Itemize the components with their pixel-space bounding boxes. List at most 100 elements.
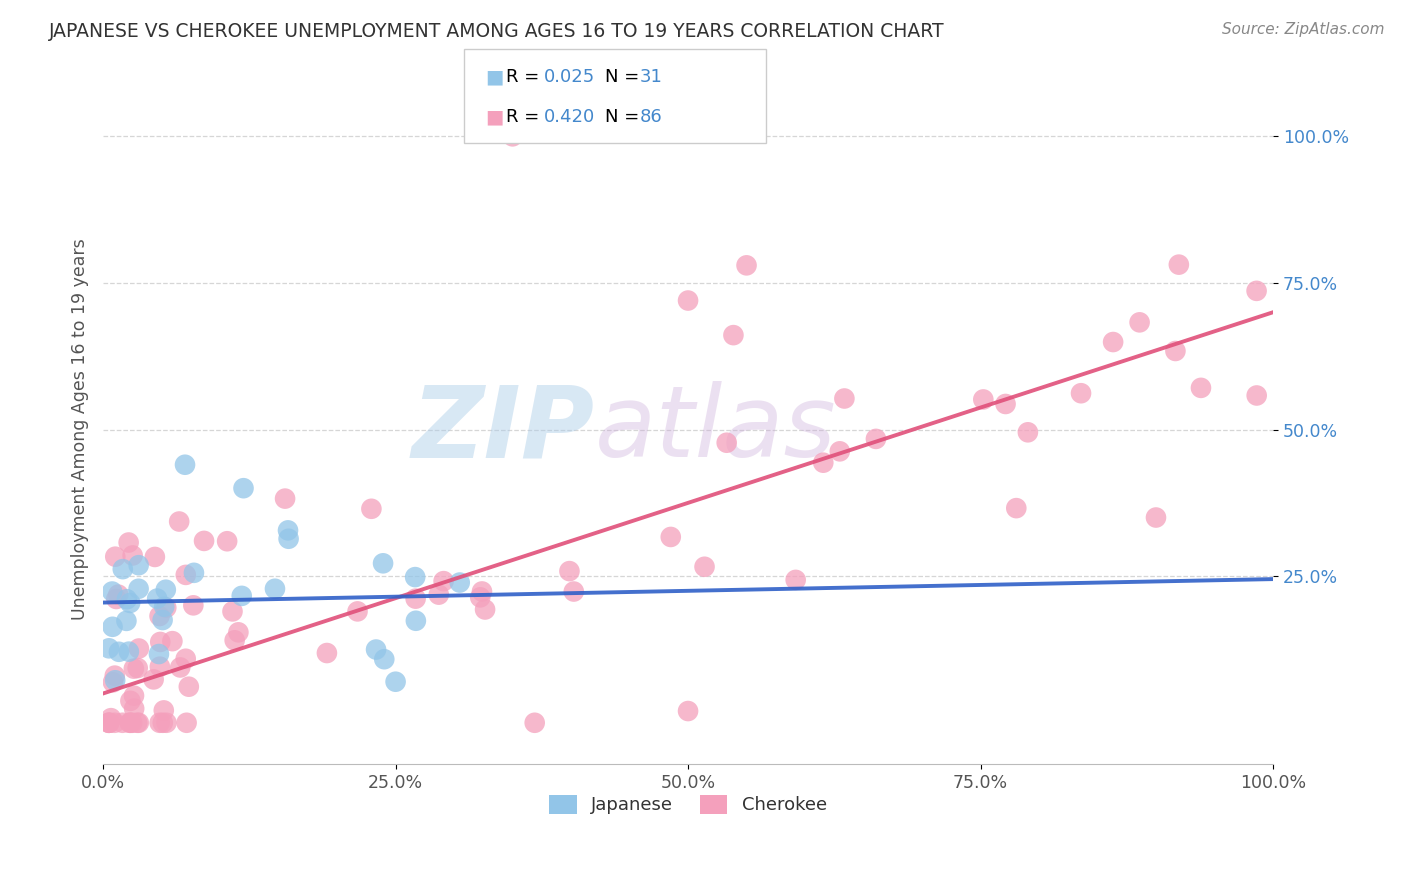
Point	[1164, 343, 1187, 358]
Point	[813, 456, 835, 470]
Point	[174, 567, 197, 582]
Point	[1017, 425, 1039, 440]
Point	[146, 591, 169, 606]
Point	[405, 591, 427, 606]
Point	[217, 534, 239, 549]
Point	[176, 715, 198, 730]
Point	[384, 674, 406, 689]
Point	[148, 609, 170, 624]
Point	[100, 711, 122, 725]
Point	[107, 588, 129, 602]
Point	[117, 535, 139, 549]
Point	[174, 652, 197, 666]
Point	[142, 673, 165, 687]
Point	[373, 652, 395, 666]
Text: JAPANESE VS CHEROKEE UNEMPLOYMENT AMONG AGES 16 TO 19 YEARS CORRELATION CHART: JAPANESE VS CHEROKEE UNEMPLOYMENT AMONG …	[49, 22, 945, 41]
Point	[128, 641, 150, 656]
Point	[232, 481, 254, 495]
Point	[785, 573, 807, 587]
Point	[155, 600, 177, 615]
Point	[1129, 315, 1152, 329]
Point	[523, 715, 546, 730]
Point	[360, 501, 382, 516]
Point	[470, 591, 492, 605]
Point	[98, 715, 121, 730]
Point	[122, 701, 145, 715]
Y-axis label: Unemployment Among Ages 16 to 19 years: Unemployment Among Ages 16 to 19 years	[72, 239, 89, 621]
Point	[108, 645, 131, 659]
Point	[231, 589, 253, 603]
Point	[149, 635, 172, 649]
Point	[316, 646, 339, 660]
Point	[122, 662, 145, 676]
Point	[502, 129, 524, 144]
Point	[120, 596, 142, 610]
Point	[558, 564, 581, 578]
Point	[128, 715, 150, 730]
Point	[221, 604, 243, 618]
Point	[346, 604, 368, 618]
Point	[155, 715, 177, 730]
Point	[104, 673, 127, 688]
Point	[562, 584, 585, 599]
Point	[972, 392, 994, 407]
Text: R =: R =	[506, 108, 546, 126]
Point	[143, 549, 166, 564]
Point	[111, 715, 134, 730]
Text: ZIP: ZIP	[412, 381, 595, 478]
Text: ■: ■	[485, 68, 503, 87]
Text: 31: 31	[640, 69, 662, 87]
Point	[183, 599, 205, 613]
Point	[471, 584, 494, 599]
Point	[274, 491, 297, 506]
Point	[148, 647, 170, 661]
Text: atlas: atlas	[595, 381, 837, 478]
Point	[122, 689, 145, 703]
Point	[104, 715, 127, 730]
Point	[693, 559, 716, 574]
Point	[264, 582, 287, 596]
Point	[101, 675, 124, 690]
Point	[277, 532, 299, 546]
Text: 0.420: 0.420	[544, 108, 595, 126]
Point	[121, 715, 143, 730]
Point	[98, 715, 121, 730]
Point	[405, 614, 427, 628]
Point	[174, 458, 197, 472]
Point	[152, 703, 174, 717]
Point	[162, 634, 184, 648]
Point	[98, 715, 121, 730]
Point	[224, 633, 246, 648]
Point	[834, 392, 856, 406]
Point	[1144, 510, 1167, 524]
Point	[115, 614, 138, 628]
Point	[427, 588, 450, 602]
Point	[101, 584, 124, 599]
Text: Source: ZipAtlas.com: Source: ZipAtlas.com	[1222, 22, 1385, 37]
Point	[153, 599, 176, 614]
Point	[105, 592, 128, 607]
Point	[155, 582, 177, 597]
Point	[149, 659, 172, 673]
Text: 86: 86	[640, 108, 662, 126]
Point	[1005, 501, 1028, 516]
Point	[1070, 386, 1092, 401]
Point	[121, 549, 143, 563]
Text: N =: N =	[605, 108, 644, 126]
Point	[371, 557, 394, 571]
Point	[676, 704, 699, 718]
Point	[183, 566, 205, 580]
Point	[152, 613, 174, 627]
Point	[676, 293, 699, 308]
Legend: Japanese, Cherokee: Japanese, Cherokee	[543, 788, 834, 822]
Point	[98, 641, 121, 656]
Point	[128, 582, 150, 596]
Text: R =: R =	[506, 69, 546, 87]
Point	[1246, 284, 1268, 298]
Point	[167, 515, 190, 529]
Text: ■: ■	[485, 108, 503, 127]
Point	[228, 625, 250, 640]
Point	[449, 575, 471, 590]
Point	[474, 602, 496, 616]
Point	[277, 524, 299, 538]
